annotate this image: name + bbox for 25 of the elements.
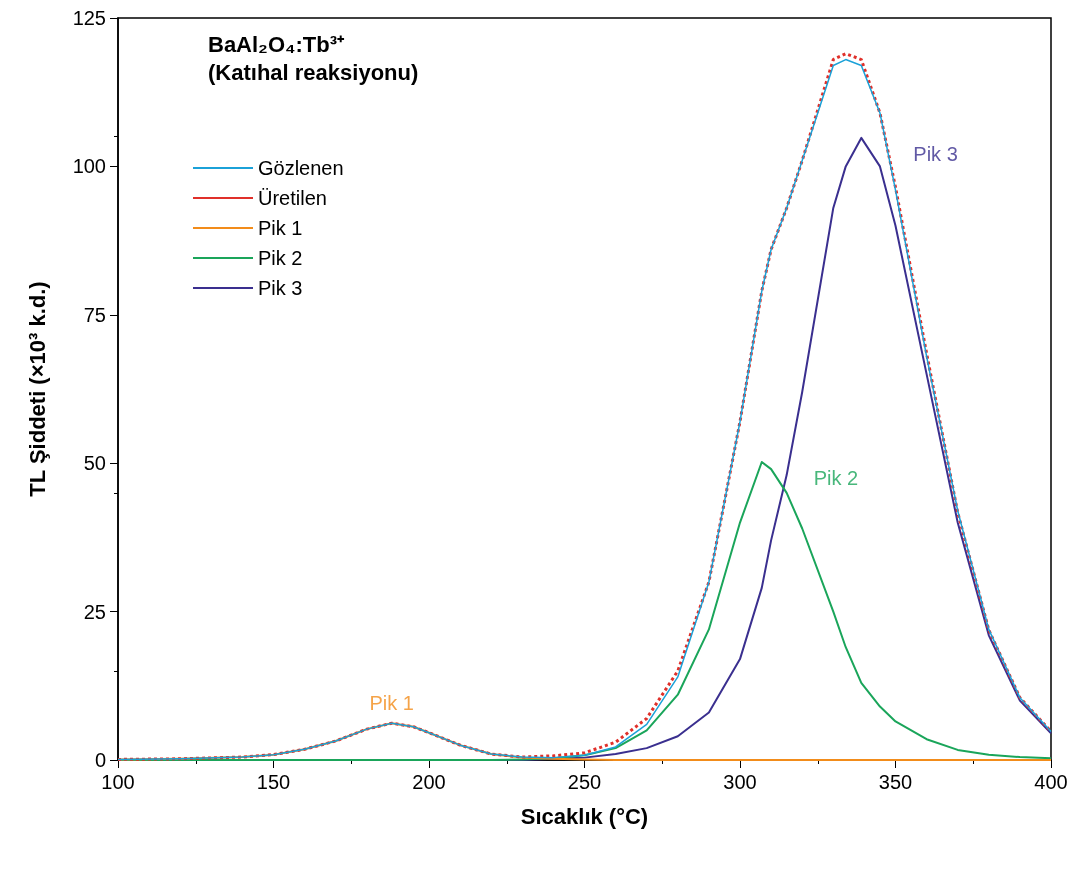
x-axis-title: Sıcaklık (°C) [520,803,649,829]
text: (Katıhal reaksiyonu) [208,59,419,85]
x-tick-label: 200 [412,771,446,793]
y-tick-label: 125 [72,7,106,29]
legend-label: Pik 1 [258,217,303,239]
legend-label: Üretilen [258,187,327,209]
legend-label: Pik 2 [258,247,303,269]
legend-label: Gözlenen [258,157,344,179]
y-tick-label: 50 [83,452,106,475]
x-tick-label: 350 [878,771,913,793]
x-tick-label: 300 [723,771,757,793]
y-tick-label: 0 [94,749,106,771]
legend-label: Pik 3 [258,277,303,299]
x-tick-label: 400 [1034,771,1068,793]
x-tick-label: 150 [256,771,291,793]
x-tick-label: 100 [101,771,135,793]
text: BaAl₂O₄:Tb³⁺ [208,31,346,57]
x-tick-label: 250 [567,771,602,793]
y-tick-label: 75 [83,303,106,326]
y-tick-label: 25 [83,600,106,623]
annotation: Pik 3 [913,142,958,165]
annotation: Pik 1 [369,692,414,715]
y-axis-title: TL Şiddeti (×10³ k.d.) [24,281,50,497]
annotation: Pik 2 [813,467,859,490]
y-tick-label: 100 [72,155,106,178]
